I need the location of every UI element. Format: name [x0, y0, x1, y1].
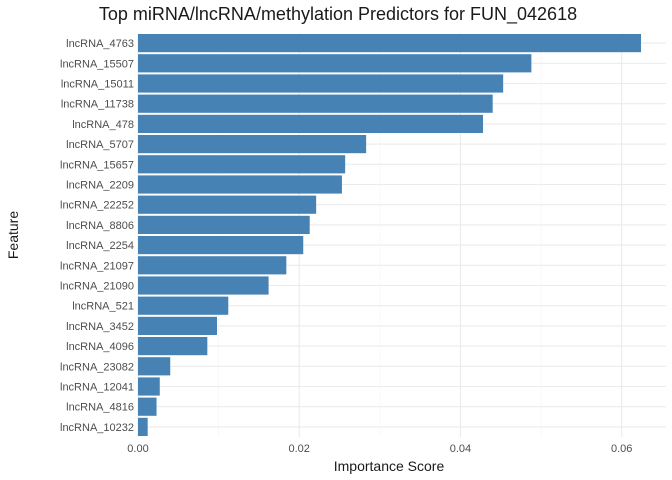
- bar: [138, 357, 171, 376]
- y-tick-label: lncRNA_8806: [66, 220, 134, 232]
- y-tick-label: lncRNA_3452: [66, 321, 134, 333]
- bar: [138, 276, 269, 295]
- y-tick-label: lncRNA_21090: [60, 281, 134, 293]
- x-tick-label: 0.06: [611, 443, 632, 455]
- y-tick-label: lncRNA_10232: [60, 422, 134, 434]
- y-tick-label: lncRNA_15507: [60, 58, 134, 70]
- chart-title: Top miRNA/lncRNA/methylation Predictors …: [99, 4, 577, 25]
- gridlines: [137, 33, 666, 437]
- bar: [138, 397, 157, 416]
- bar: [138, 417, 148, 436]
- x-tick-label: 0.04: [450, 443, 471, 455]
- y-tick-label: lncRNA_2254: [66, 240, 134, 252]
- x-tick-label: 0.00: [127, 443, 148, 455]
- y-axis-title: Feature: [5, 211, 21, 259]
- y-tick-label: lncRNA_21097: [60, 260, 134, 272]
- y-tick-label: lncRNA_4763: [66, 38, 134, 50]
- y-tick-label: lncRNA_11738: [61, 99, 134, 111]
- bar: [138, 54, 532, 73]
- y-tick-label: lncRNA_478: [72, 119, 134, 131]
- y-axis-ticks: lncRNA_4763 lncRNA_15507 lncRNA_15011 lncRN…: [60, 38, 134, 434]
- y-tick-label: lncRNA_2209: [66, 180, 134, 192]
- y-tick-label: lncRNA_4096: [66, 341, 134, 353]
- bar: [138, 316, 217, 335]
- bar: [138, 195, 317, 214]
- bar: [138, 74, 504, 93]
- y-tick-label: lncRNA_23082: [60, 361, 134, 373]
- y-tick-label: lncRNA_22252: [60, 200, 134, 212]
- bar: [138, 135, 367, 154]
- bar: [138, 256, 287, 275]
- bar: [138, 236, 304, 255]
- bar: [138, 155, 346, 174]
- y-tick-label: lncRNA_12041: [60, 382, 134, 394]
- y-tick-label: lncRNA_521: [72, 301, 134, 313]
- bar: [138, 34, 642, 53]
- y-tick-label: lncRNA_5707: [66, 139, 134, 151]
- bar: [138, 94, 493, 113]
- y-tick-label: lncRNA_4816: [66, 402, 134, 414]
- y-tick-label: lncRNA_15011: [61, 79, 134, 91]
- x-axis-ticks: 0.00 0.02 0.04 0.06: [127, 443, 632, 455]
- bar: [138, 337, 208, 356]
- bar: [138, 296, 229, 315]
- bar: [138, 215, 310, 234]
- y-tick-label: lncRNA_15657: [60, 159, 134, 171]
- bar: [138, 377, 160, 396]
- bar: [138, 114, 484, 133]
- bars: [138, 34, 642, 436]
- bar: [138, 175, 342, 194]
- x-tick-label: 0.02: [289, 443, 310, 455]
- x-axis-title: Importance Score: [334, 458, 445, 474]
